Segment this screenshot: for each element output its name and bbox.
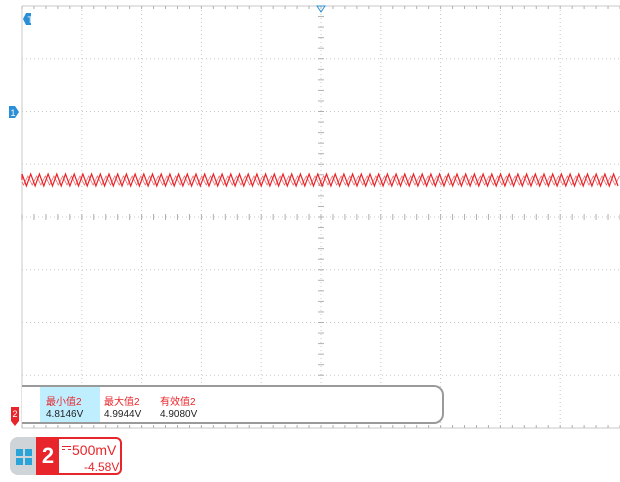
measurement-rms-value: 4.9080V bbox=[160, 409, 198, 420]
measurement-panel[interactable]: 最小值2 4.8146V 最大值2 4.9944V 有效值2 4.9080V bbox=[22, 385, 444, 424]
channel-1-ref-marker: 1 bbox=[9, 106, 19, 118]
measurement-min-value: 4.8146V bbox=[46, 409, 84, 420]
trigger-level-marker: T bbox=[23, 13, 34, 25]
svg-text:1: 1 bbox=[11, 108, 16, 118]
channel-2-waveform-persistence bbox=[21, 175, 620, 186]
measurement-max[interactable]: 最大值2 4.9944V bbox=[98, 387, 156, 422]
measurement-max-value: 4.9944V bbox=[104, 409, 142, 420]
channel-scale: 500mV bbox=[72, 442, 117, 458]
channel-menu-icon[interactable] bbox=[10, 437, 40, 475]
dc-coupling-icon bbox=[62, 446, 71, 452]
measurement-max-label: 最大值2 bbox=[104, 397, 140, 408]
channel-2-waveform bbox=[21, 172, 619, 188]
channel-number: 2 bbox=[37, 437, 59, 475]
measurement-rms-label: 有效值2 bbox=[160, 397, 196, 408]
measurement-min[interactable]: 最小值2 4.8146V bbox=[40, 387, 100, 422]
channel-2-ref-marker: 2 bbox=[11, 407, 19, 426]
measurement-rms[interactable]: 有效值2 4.9080V bbox=[154, 387, 214, 422]
svg-text:T: T bbox=[28, 15, 34, 25]
channel-offset: -4.58V bbox=[84, 460, 120, 474]
svg-text:2: 2 bbox=[13, 409, 18, 419]
trigger-position-icon bbox=[316, 5, 326, 13]
measurement-min-label: 最小值2 bbox=[46, 397, 82, 408]
channel-2-settings[interactable]: 2 500mV -4.58V bbox=[36, 437, 122, 475]
